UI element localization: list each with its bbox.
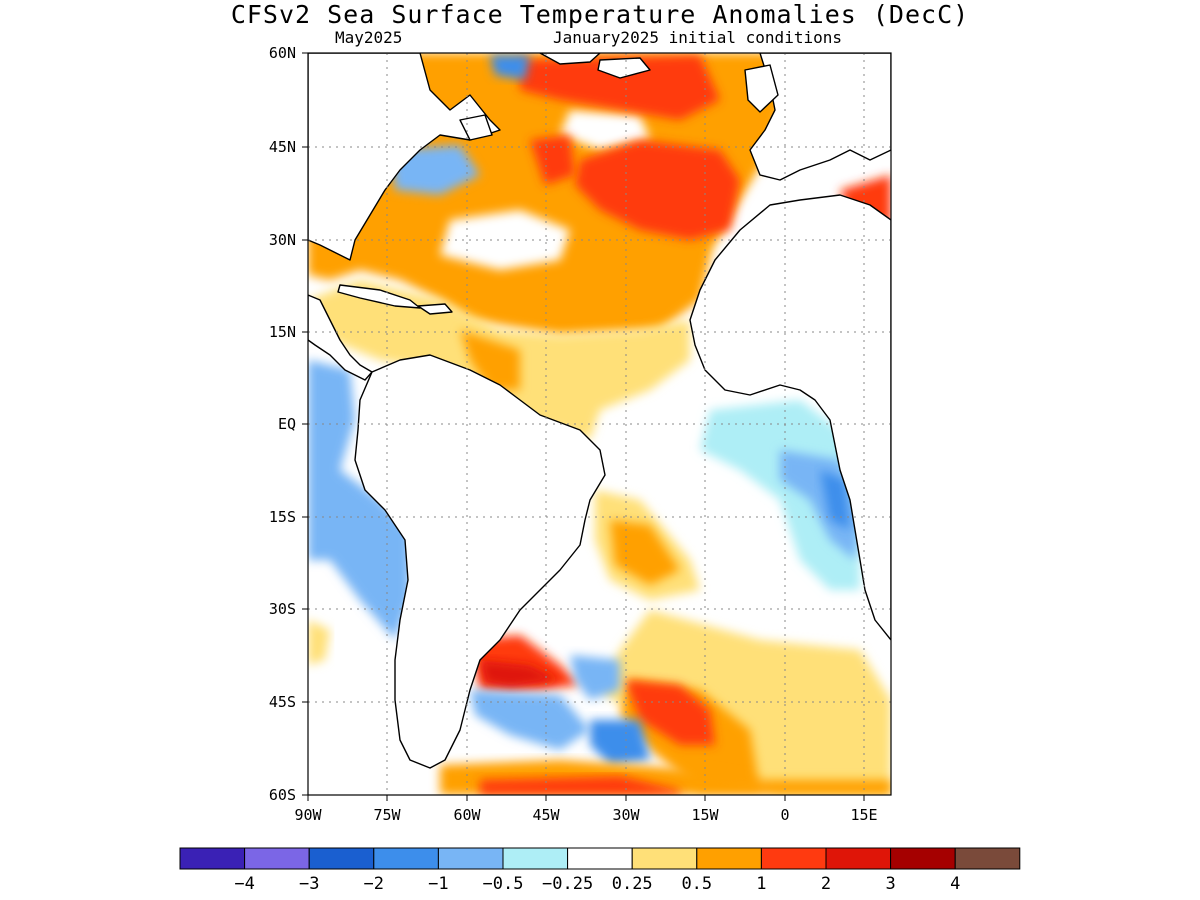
map-grid xyxy=(308,53,891,795)
lat-tick-45n: 45N xyxy=(269,138,296,156)
land-south-america xyxy=(354,354,606,769)
colorbar-swatch xyxy=(890,847,956,870)
lat-tick-15n: 15N xyxy=(269,323,296,341)
cool-patch-south-atlantic-1 xyxy=(570,655,620,700)
colorbar-label: −4 xyxy=(234,874,254,894)
cool-anomaly-east-tropical xyxy=(700,400,860,590)
colorbar-label: 0.25 xyxy=(612,874,653,894)
lat-tick-60s: 60S xyxy=(269,786,296,804)
land-north-america xyxy=(308,53,501,261)
colorbar-label: −2 xyxy=(364,874,384,894)
lat-tick-eq: EQ xyxy=(278,415,296,433)
initial-conditions-label: January2025 initial conditions xyxy=(553,28,842,47)
land-europe xyxy=(749,53,891,181)
colorbar-label: 1 xyxy=(756,874,766,894)
lon-tick-60w: 60W xyxy=(453,806,481,824)
colorbar-swatch xyxy=(308,847,375,870)
colorbar-swatch xyxy=(244,847,310,870)
lon-tick-0: 0 xyxy=(780,806,789,824)
longitude-axis: 90W 75W 60W 45W 30W 15W 0 15E xyxy=(294,795,878,824)
land-british-isles xyxy=(744,64,779,113)
land-newfoundland xyxy=(459,114,493,141)
strong-warm-southern-ocean xyxy=(480,776,680,795)
land-masses xyxy=(308,53,891,769)
colorbar-label: 3 xyxy=(885,874,895,894)
warm-core-brazil xyxy=(610,520,680,585)
colorbar: −4 −3 −2 −1 −0.5 −0.25 0.25 0.5 1 2 3 4 xyxy=(179,847,1021,894)
colorbar-swatch xyxy=(502,847,569,870)
colorbar-label: −1 xyxy=(428,874,448,894)
lat-tick-15s: 15S xyxy=(269,508,296,526)
lat-tick-45s: 45S xyxy=(269,693,296,711)
colorbar-label: 4 xyxy=(950,874,960,894)
lon-tick-45w: 45W xyxy=(532,806,560,824)
neutral-patch-north-2 xyxy=(560,110,650,150)
warm-anomaly-gulf xyxy=(460,330,520,390)
colorbar-label: 2 xyxy=(821,874,831,894)
strong-warm-central xyxy=(575,140,740,240)
colorbar-label: −0.25 xyxy=(542,874,593,894)
very-strong-warm-falklands xyxy=(480,660,560,688)
cool-patch-north-1 xyxy=(490,55,530,80)
lat-tick-60n: 60N xyxy=(269,44,296,62)
warm-anomaly-south-band xyxy=(600,610,891,795)
colorbar-swatch xyxy=(954,847,1021,870)
cool-patch-south-atlantic-2 xyxy=(470,690,590,750)
land-africa xyxy=(689,194,891,641)
colorbar-swatch xyxy=(567,847,633,870)
lon-tick-15e: 15E xyxy=(850,806,877,824)
colorbar-label: −0.5 xyxy=(483,874,524,894)
cool-anomaly-east-pacific xyxy=(308,360,410,640)
cool-anomaly-angola xyxy=(780,450,860,560)
colorbar-swatch xyxy=(373,847,439,870)
lat-tick-30n: 30N xyxy=(269,231,296,249)
strong-warm-northeast xyxy=(520,55,720,120)
lon-tick-15w: 15W xyxy=(691,806,719,824)
colorbar-swatch xyxy=(631,847,698,870)
warm-patch-southwest xyxy=(308,620,330,665)
colorbar-swatch xyxy=(760,847,827,870)
colorbar-swatch xyxy=(825,847,892,870)
lon-tick-75w: 75W xyxy=(373,806,401,824)
latitude-axis: 60N 45N 30N 15N EQ 15S 30S 45S 60S xyxy=(269,44,308,804)
land-iceland xyxy=(597,57,651,79)
strong-warm-south-central xyxy=(625,680,715,745)
cool-patch-south-atlantic-3 xyxy=(590,720,650,765)
strong-warm-labrador xyxy=(530,135,575,185)
colorbar-label: −3 xyxy=(299,874,319,894)
colorbar-swatch xyxy=(437,847,504,870)
map-plot-area xyxy=(308,53,891,795)
land-caribbean-cuba xyxy=(337,284,421,309)
land-greenland-edge xyxy=(539,53,601,65)
lat-tick-30s: 30S xyxy=(269,600,296,618)
colorbar-swatch xyxy=(179,847,246,870)
lon-tick-90w: 90W xyxy=(294,806,322,824)
map-title: CFSv2 Sea Surface Temperature Anomalies … xyxy=(230,0,970,29)
valid-month-label: May2025 xyxy=(335,28,403,47)
cool-core-angola xyxy=(820,470,850,530)
colorbar-swatch xyxy=(696,847,762,870)
land-caribbean-hispaniola xyxy=(417,303,453,315)
lon-tick-30w: 30W xyxy=(612,806,640,824)
colorbar-label: 0.5 xyxy=(681,874,712,894)
